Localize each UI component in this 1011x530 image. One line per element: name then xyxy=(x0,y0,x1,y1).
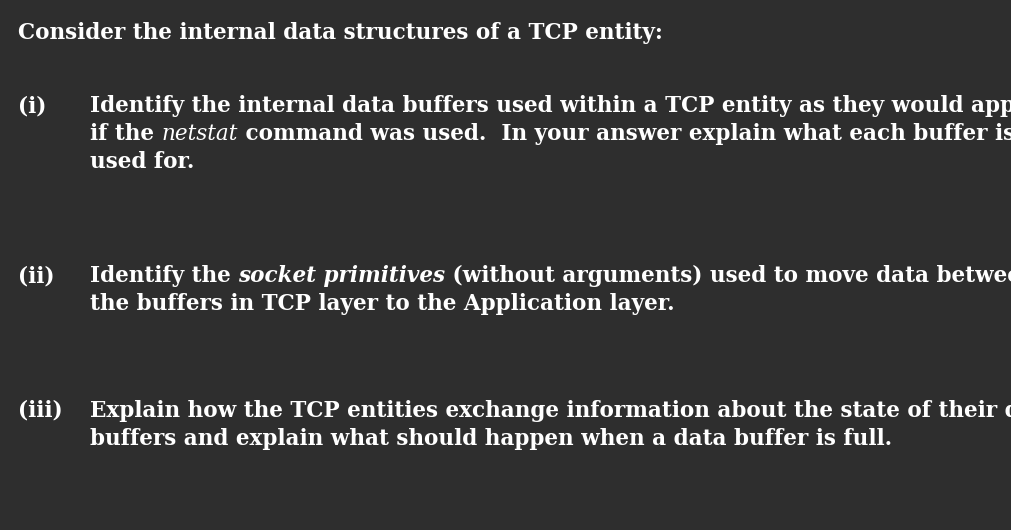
Text: used for.: used for. xyxy=(90,151,194,173)
Text: netstat: netstat xyxy=(162,123,238,145)
Text: (i): (i) xyxy=(18,95,47,117)
Text: Identify the internal data buffers used within a TCP entity as they would appear: Identify the internal data buffers used … xyxy=(90,95,1011,117)
Text: socket primitives: socket primitives xyxy=(238,265,445,287)
Text: buffers and explain what should happen when a data buffer is full.: buffers and explain what should happen w… xyxy=(90,428,892,450)
Text: (ii): (ii) xyxy=(18,265,55,287)
Text: if the: if the xyxy=(90,123,162,145)
Text: command was used.  In your answer explain what each buffer is: command was used. In your answer explain… xyxy=(238,123,1011,145)
Text: the buffers in TCP layer to the Application layer.: the buffers in TCP layer to the Applicat… xyxy=(90,293,674,315)
Text: (without arguments) used to move data between: (without arguments) used to move data be… xyxy=(445,265,1011,287)
Text: Consider the internal data structures of a TCP entity:: Consider the internal data structures of… xyxy=(18,22,662,44)
Text: (iii): (iii) xyxy=(18,400,63,422)
Text: Explain how the TCP entities exchange information about the state of their data: Explain how the TCP entities exchange in… xyxy=(90,400,1011,422)
Text: Identify the: Identify the xyxy=(90,265,238,287)
